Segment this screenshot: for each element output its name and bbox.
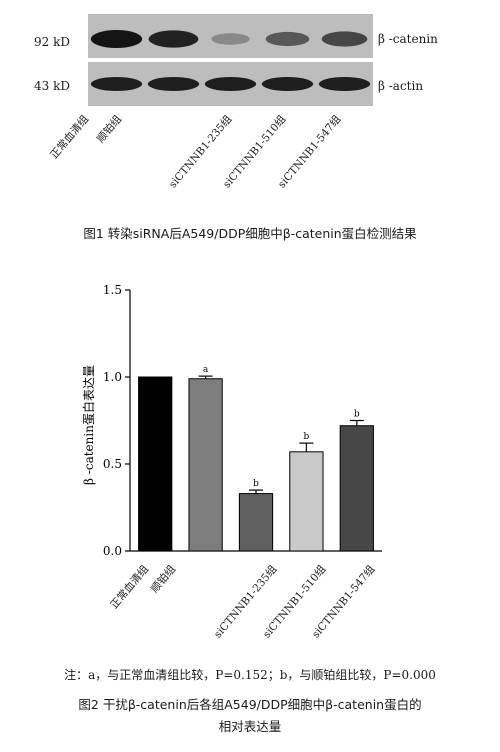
y-axis-label: β -catenin蛋白表达量 (81, 365, 96, 485)
blot-image (88, 14, 373, 106)
beta-catenin-band (148, 30, 199, 48)
lane-label-2: 顺铂组 (94, 113, 125, 146)
y-tick-label: 0.5 (103, 457, 122, 471)
beta-actin-band (204, 77, 257, 91)
figure2-caption-line2: 相对表达量 (218, 719, 282, 734)
significance-label: a (203, 365, 209, 375)
bar (138, 376, 173, 552)
bar (238, 493, 274, 552)
significance-label: b (253, 479, 259, 489)
marker-label-92kd: 92 kD (34, 35, 70, 49)
beta-actin-band (90, 77, 143, 91)
beta-actin-band (147, 77, 200, 91)
marker-label-43kd: 43 kD (34, 79, 70, 93)
beta-actin-band (261, 77, 314, 91)
figure1-caption: 图1 转染siRNA后A549/DDP细胞中β-catenin蛋白检测结果 (83, 226, 417, 241)
figure2-footnote: 注：a，与正常血清组比较，P=0.152；b，与顺铂组比较，P=0.000 (64, 668, 436, 682)
chart-bars: a b b b (138, 365, 374, 552)
bar-chart: 0.0 0.5 1.0 1.5 a b b b β -catenin蛋白表达量 (81, 283, 382, 558)
beta-catenin-band (211, 33, 250, 45)
y-tick-label: 0.0 (103, 544, 122, 558)
beta-catenin-band (321, 31, 368, 47)
lane-label-1: 正常血清组 (48, 113, 92, 162)
beta-actin-band-label: β -actin (378, 79, 424, 93)
significance-label: b (354, 410, 360, 420)
beta-catenin-band (265, 31, 310, 47)
figure2-caption-line1: 图2 干扰β-catenin后各组A549/DDP细胞中β-catenin蛋白的 (78, 697, 422, 712)
bar (289, 451, 324, 552)
beta-catenin-band (90, 30, 143, 48)
bar-label-1: 正常血清组 (108, 563, 152, 612)
bar (188, 378, 223, 552)
beta-catenin-band-label: β -catenin (378, 32, 438, 46)
beta-actin-band (318, 77, 371, 91)
y-tick-label: 1.5 (103, 283, 122, 297)
y-tick-label: 1.0 (103, 370, 122, 384)
bar-label-2: 顺铂组 (148, 563, 179, 596)
significance-label: b (304, 432, 310, 442)
bar (339, 425, 374, 552)
